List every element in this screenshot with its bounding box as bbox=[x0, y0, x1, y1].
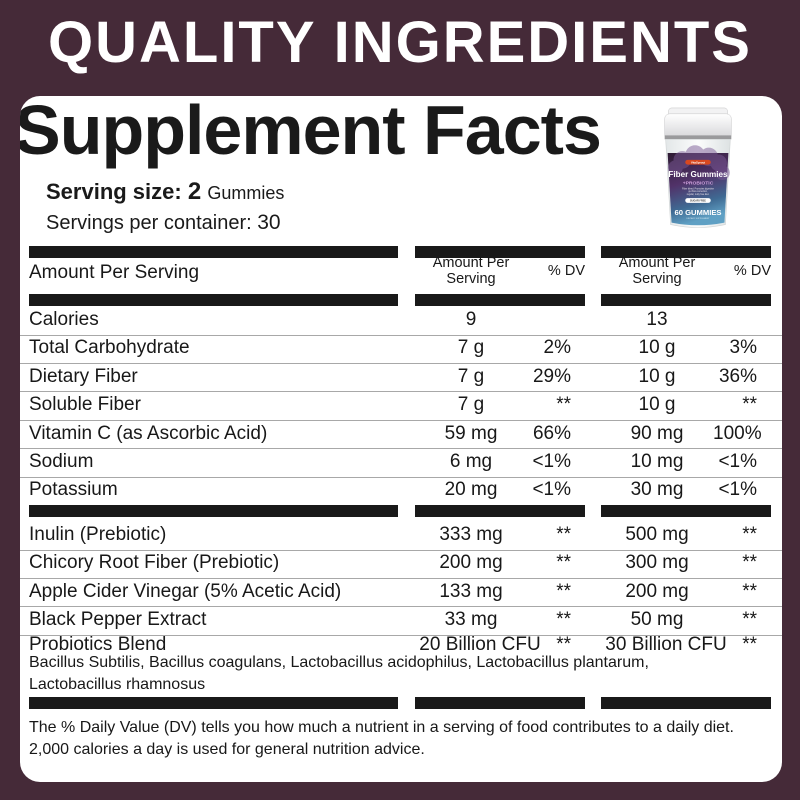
svg-text:Fiber Gummies: Fiber Gummies bbox=[668, 170, 728, 179]
svg-text:+PROBIOTIC: +PROBIOTIC bbox=[683, 181, 714, 187]
svg-text:gut flora correction,: gut flora correction, bbox=[688, 190, 708, 193]
svg-text:VitaSprout: VitaSprout bbox=[691, 161, 705, 165]
svg-text:60 GUMMIES: 60 GUMMIES bbox=[674, 208, 721, 217]
svg-text:regular, nutty free diet.: regular, nutty free diet. bbox=[687, 193, 710, 196]
svg-text:SUGAR FREE: SUGAR FREE bbox=[690, 200, 706, 203]
svg-text:Fiber blend. Promotes digestiv: Fiber blend. Promotes digestive bbox=[682, 187, 714, 190]
svg-text:DIETARY SUPPLEMENT: DIETARY SUPPLEMENT bbox=[686, 217, 710, 220]
